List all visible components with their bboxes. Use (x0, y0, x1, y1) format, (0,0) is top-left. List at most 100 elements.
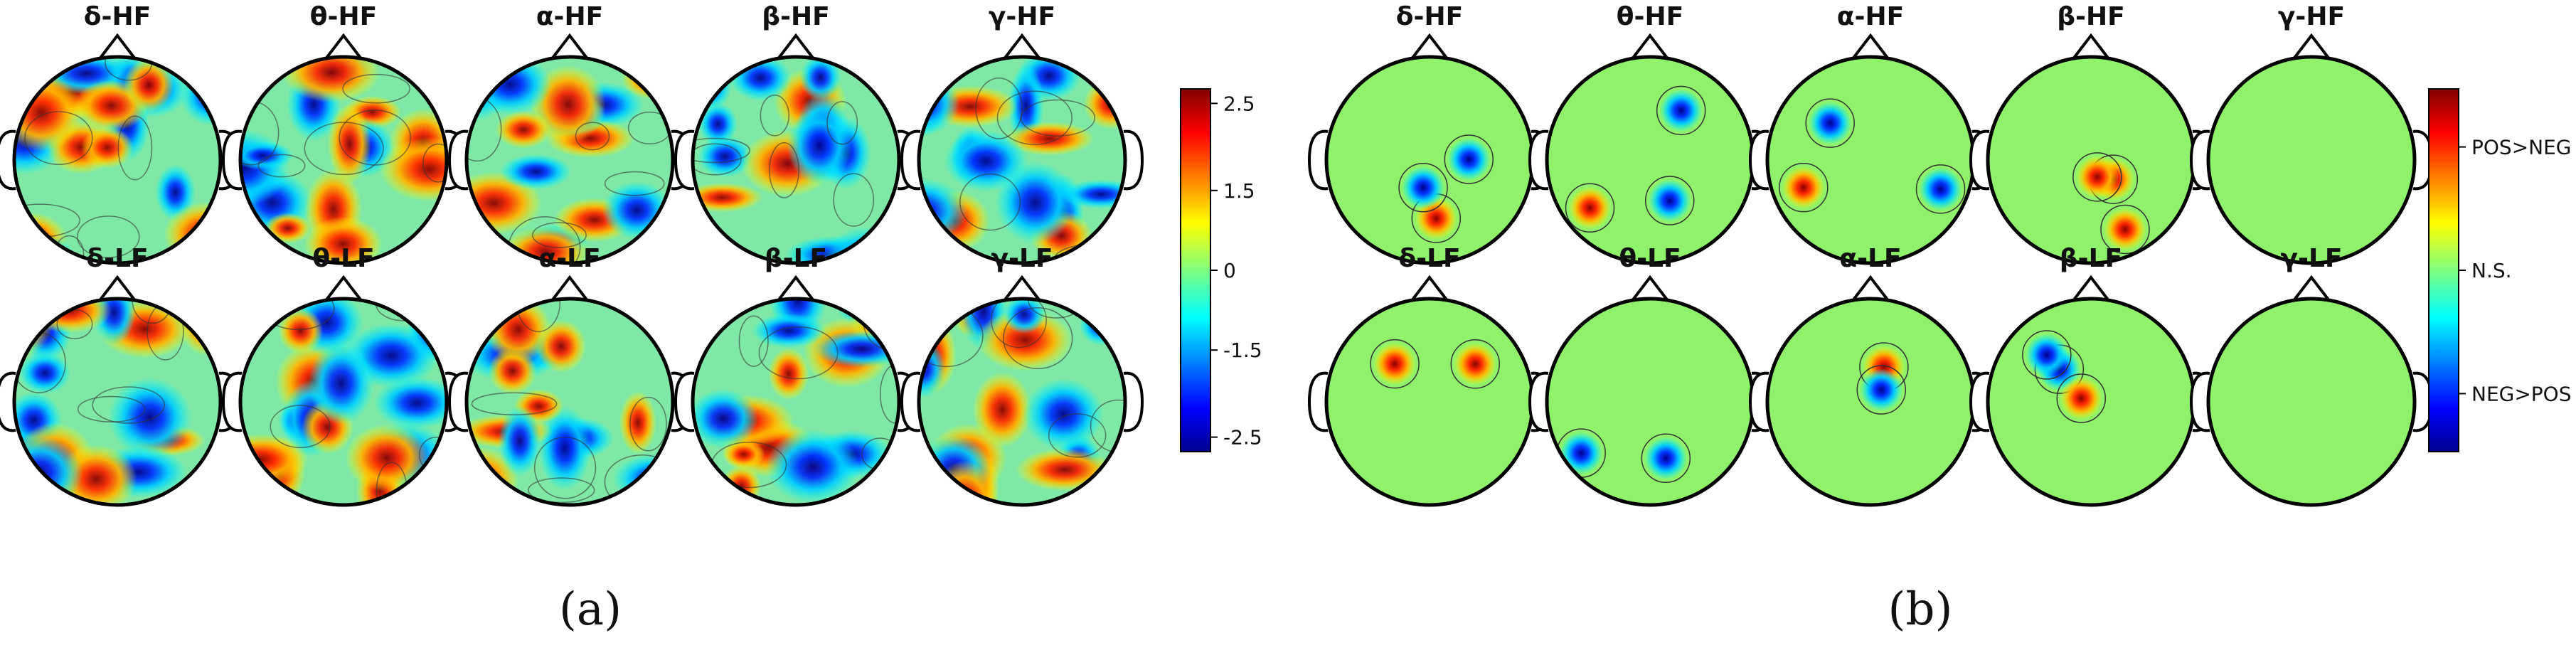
nose-icon (1851, 33, 1890, 61)
scalp-outline (238, 297, 449, 507)
left-ear-icon (447, 371, 469, 432)
head-map (1307, 33, 1552, 265)
head-map (2189, 33, 2434, 265)
map-label: θ-HF (310, 2, 377, 31)
map-label: β-LF (2060, 244, 2122, 273)
colorbar-tick-label: NEG>POS (2471, 382, 2572, 405)
head-map (1748, 33, 1993, 265)
nose-icon (550, 33, 590, 61)
nose-icon (1630, 275, 1670, 303)
right-ear-icon (1123, 129, 1144, 191)
left-ear-icon (1969, 371, 1990, 432)
head-map (221, 33, 466, 265)
left-ear-icon (674, 129, 695, 191)
colorbar-tick-label: -2.5 (1223, 426, 1262, 449)
map-label: α-LF (1839, 244, 1901, 273)
colorbar-tick-label: -1.5 (1223, 339, 1262, 362)
left-ear-icon (1748, 129, 1769, 191)
left-ear-icon (221, 371, 243, 432)
left-ear-icon (2189, 371, 2210, 432)
nose-icon (1851, 275, 1890, 303)
left-ear-icon (674, 371, 695, 432)
scalp-outline (464, 297, 675, 507)
left-ear-icon (1528, 371, 1549, 432)
scalp-outline (691, 55, 901, 265)
colorbar (1180, 88, 1211, 452)
colorbar-tick-label: 2.5 (1223, 92, 1255, 115)
map-label: β-HF (762, 2, 829, 31)
colorbar-tick-label: N.S. (2471, 259, 2512, 282)
nose-icon (97, 33, 137, 61)
panel-b: δ-HF θ-HF α-HF β-HF γ-HF δ-LF θ-LF α-LF β-LF γ-LF… (1307, 2, 2572, 507)
nose-icon (776, 275, 816, 303)
nose-icon (1002, 275, 1042, 303)
head-map (221, 275, 466, 507)
nose-icon (1410, 33, 1449, 61)
map-label: α-HF (536, 2, 603, 31)
nose-icon (1630, 33, 1670, 61)
left-ear-icon (221, 129, 243, 191)
nose-icon (324, 275, 363, 303)
nose-icon (2071, 33, 2111, 61)
head-map (447, 275, 692, 507)
scalp-outline (12, 297, 223, 507)
left-ear-icon (1748, 371, 1769, 432)
map-label: γ-HF (989, 2, 1055, 31)
scalp-outline (691, 297, 901, 507)
map-label: θ-LF (1619, 244, 1681, 273)
left-ear-icon (0, 371, 16, 432)
left-ear-icon (0, 129, 16, 191)
head-map (1969, 33, 2213, 265)
head-map (1969, 275, 2213, 507)
head-map (900, 33, 1144, 265)
map-label: γ-LF (991, 244, 1053, 273)
nose-icon (2292, 33, 2331, 61)
head-map (900, 275, 1144, 507)
map-label: α-HF (1837, 2, 1904, 31)
nose-icon (1410, 275, 1449, 303)
map-label: δ-HF (84, 2, 151, 31)
left-ear-icon (900, 371, 921, 432)
head-map (0, 33, 240, 265)
map-label: β-LF (765, 244, 827, 273)
head-map (1528, 33, 1772, 265)
right-ear-icon (1123, 371, 1144, 432)
map-label: θ-LF (312, 244, 374, 273)
scalp-outline (2206, 55, 2417, 265)
nose-icon (1002, 33, 1042, 61)
left-ear-icon (1307, 129, 1329, 191)
colorbar-tick-label: POS>NEG (2471, 136, 2572, 159)
map-label: γ-LF (2281, 244, 2343, 273)
left-ear-icon (900, 129, 921, 191)
map-label: δ-LF (1398, 244, 1460, 273)
map-label: α-LF (538, 244, 600, 273)
left-ear-icon (2189, 129, 2210, 191)
nose-icon (550, 275, 590, 303)
panel-a: δ-HF θ-HF α-HF β-HF γ-HF δ-LF θ-LF α-LF β-LF γ-LF… (0, 2, 1262, 507)
map-label: δ-HF (1396, 2, 1463, 31)
scalp-outline (917, 55, 1127, 265)
head-map (447, 33, 692, 265)
nose-icon (2292, 275, 2331, 303)
left-ear-icon (1969, 129, 1990, 191)
scalp-outline (238, 55, 449, 265)
head-map (674, 275, 918, 507)
map-label: γ-HF (2278, 2, 2345, 31)
scalp-outline (464, 55, 675, 265)
nose-icon (776, 33, 816, 61)
head-map (1748, 275, 1993, 507)
scalp-outline (12, 55, 223, 265)
colorbar-tick-label: 1.5 (1223, 179, 1255, 203)
left-ear-icon (1528, 129, 1549, 191)
map-label: β-HF (2057, 2, 2124, 31)
panel-b-caption: (b) (1888, 583, 1953, 636)
left-ear-icon (1307, 371, 1329, 432)
colorbar (2428, 88, 2459, 452)
nose-icon (97, 275, 137, 303)
head-map (0, 275, 240, 507)
map-label: θ-HF (1617, 2, 1683, 31)
nose-icon (2071, 275, 2111, 303)
nose-icon (324, 33, 363, 61)
map-label: δ-LF (86, 244, 148, 273)
